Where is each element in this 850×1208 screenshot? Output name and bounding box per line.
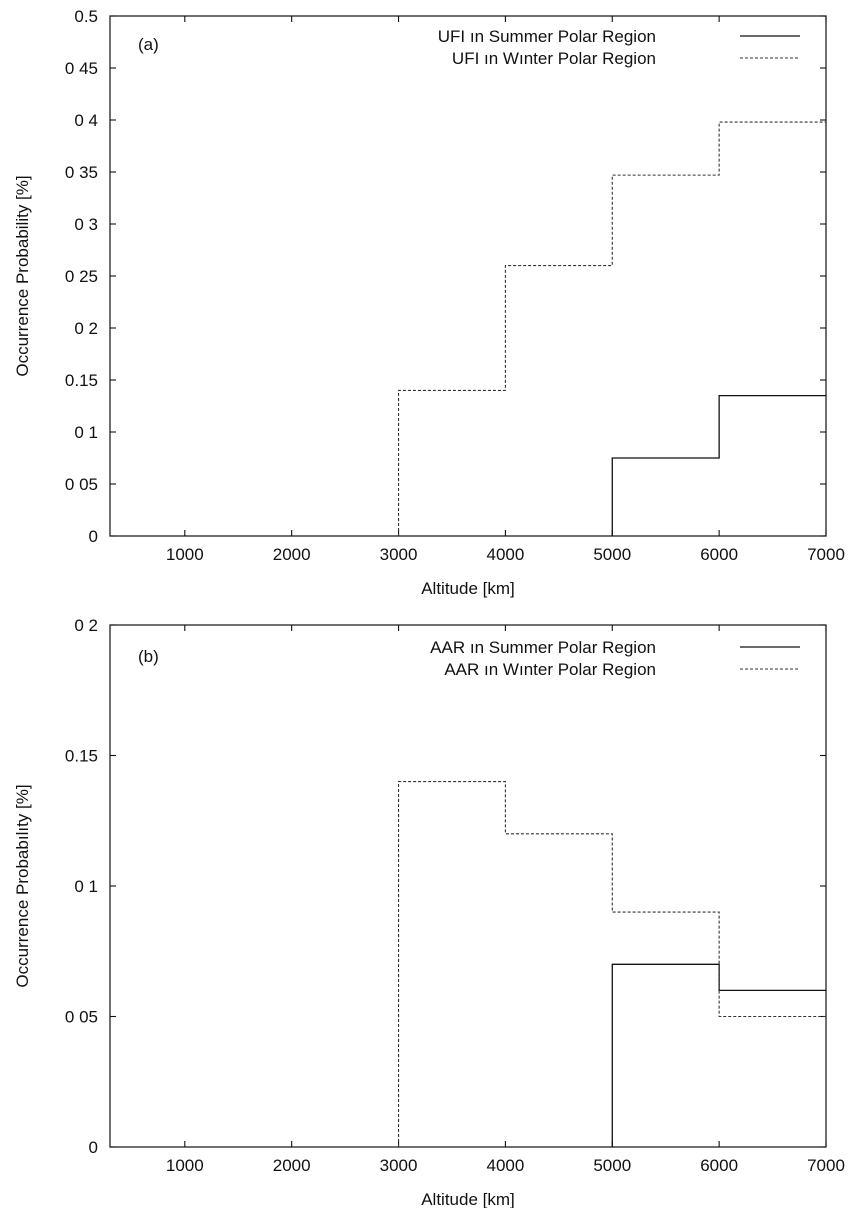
x-tick-label: 7000 (807, 1156, 845, 1175)
y-tick-label: 0 3 (74, 215, 98, 234)
series-line-summer (611, 963, 826, 1147)
y-tick-label: 0 2 (74, 616, 98, 635)
legend-label: UFI ın Summer Polar Region (438, 27, 656, 46)
series-line-winter (397, 781, 826, 1147)
y-tick-label: 0 35 (65, 163, 98, 182)
y-tick-label: 0.15 (65, 371, 98, 390)
x-tick-label: 4000 (486, 1156, 524, 1175)
legend-label: UFI ın Wınter Polar Region (452, 49, 656, 68)
x-tick-label: 3000 (380, 1156, 418, 1175)
x-tick-label: 5000 (593, 545, 631, 564)
y-tick-label: 0 45 (65, 59, 98, 78)
y-axis-title: Occurrence Probabılıty [%] (13, 784, 32, 987)
y-tick-label: 0 1 (74, 877, 98, 896)
y-tick-label: 0 2 (74, 319, 98, 338)
y-axis-title: Occurrence Probability [%] (13, 175, 32, 376)
plot-frame (109, 624, 827, 1148)
x-tick-label: 2000 (273, 545, 311, 564)
chart-panel-b: 1000 2000 3000 4000 5000 6000 7000 0 0 05 0 1 0.15… (13, 616, 845, 1208)
series-line-winter (397, 121, 826, 536)
x-axis-title: Altitude [km] (421, 1190, 515, 1208)
chart-panel-a: 1000 2000 3000 4000 5000 6000 7000 0 0 05 0 1 0.15… (13, 7, 845, 598)
legend-label: AAR ın Wınter Polar Region (444, 660, 656, 679)
x-tick-label: 2000 (273, 1156, 311, 1175)
y-tick-label: 0.5 (74, 7, 98, 26)
x-tick-label: 5000 (593, 1156, 631, 1175)
y-tick-label: 0.15 (65, 747, 98, 766)
y-tick-label: 0 (89, 527, 98, 546)
y-tick-label: 0 05 (65, 1008, 98, 1027)
x-tick-label: 6000 (700, 1156, 738, 1175)
x-tick-label: 1000 (166, 1156, 204, 1175)
x-tick-label: 3000 (380, 545, 418, 564)
panel-label: (a) (138, 35, 159, 54)
y-tick-label: 0 (89, 1138, 98, 1157)
y-tick-label: 0 25 (65, 267, 98, 286)
y-tick-label: 0 05 (65, 475, 98, 494)
x-tick-label: 7000 (807, 545, 845, 564)
legend-label: AAR ın Summer Polar Region (430, 638, 656, 657)
x-tick-label: 6000 (700, 545, 738, 564)
y-tick-label: 0 1 (74, 423, 98, 442)
x-tick-label: 1000 (166, 545, 204, 564)
x-tick-label: 4000 (486, 545, 524, 564)
x-axis-title: Altitude [km] (421, 579, 515, 598)
series-line-summer (611, 394, 826, 536)
y-tick-label: 0 4 (74, 111, 98, 130)
panel-label: (b) (138, 647, 159, 666)
